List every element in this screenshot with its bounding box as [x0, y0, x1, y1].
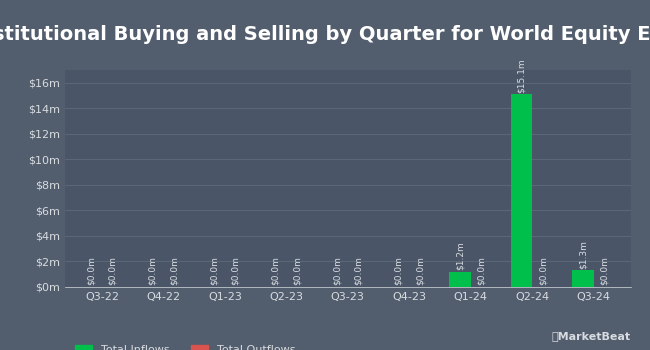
- Text: Institutional Buying and Selling by Quarter for World Equity ETF: Institutional Buying and Selling by Quar…: [0, 25, 650, 43]
- Text: $0.0m: $0.0m: [209, 257, 218, 286]
- Text: $0.0m: $0.0m: [333, 257, 341, 286]
- Text: $0.0m: $0.0m: [538, 257, 547, 286]
- Text: $0.0m: $0.0m: [600, 257, 609, 286]
- Text: $0.0m: $0.0m: [108, 257, 117, 286]
- Text: $0.0m: $0.0m: [148, 257, 157, 286]
- Text: $0.0m: $0.0m: [231, 257, 240, 286]
- Text: $0.0m: $0.0m: [415, 257, 424, 286]
- Text: $0.0m: $0.0m: [477, 257, 486, 286]
- Text: $0.0m: $0.0m: [394, 257, 403, 286]
- Text: $15.1m: $15.1m: [517, 58, 526, 93]
- Text: $1.2m: $1.2m: [456, 241, 465, 270]
- Legend: Total Inflows, Total Outflows: Total Inflows, Total Outflows: [71, 340, 300, 350]
- Bar: [572, 271, 593, 287]
- Text: $0.0m: $0.0m: [86, 257, 96, 286]
- Text: $0.0m: $0.0m: [170, 257, 179, 286]
- Bar: [511, 94, 532, 287]
- Text: $1.3m: $1.3m: [578, 240, 588, 269]
- Bar: [449, 272, 471, 287]
- Text: $0.0m: $0.0m: [271, 257, 280, 286]
- Text: $0.0m: $0.0m: [292, 257, 302, 286]
- Text: $0.0m: $0.0m: [354, 257, 363, 286]
- Text: ⼿MarketBeat: ⼿MarketBeat: [551, 331, 630, 341]
